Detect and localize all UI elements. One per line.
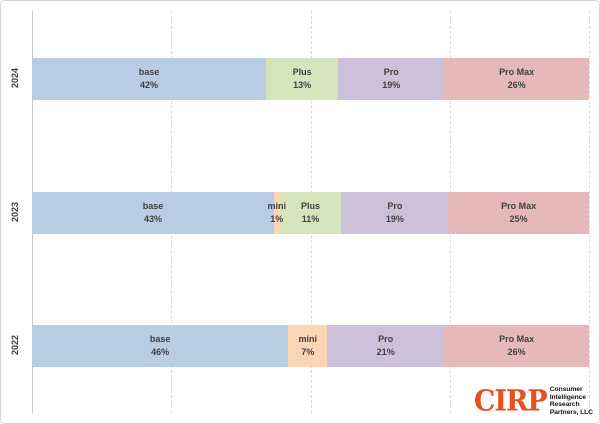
segment-label: Plus 13% [292, 67, 312, 90]
cirp-logo-text: Consumer Intelligence Research Partners,… [550, 386, 593, 417]
stacked-bar-2022: base 46% mini 7% Pro 21% Pro Max 26% [32, 325, 589, 367]
y-axis-label-2022: 2022 [10, 334, 20, 356]
logo-text-line: Partners, LLC [549, 409, 593, 417]
plot-area: base 42% Plus 13% Pro 19% Pro Max 26% base 43% min… [32, 11, 590, 413]
stacked-bar-2024: base 42% Plus 13% Pro 19% Pro Max 26% [32, 58, 589, 100]
segment-label: Pro 21% [376, 334, 395, 357]
segment-2024-pro-max: Pro Max 26% [444, 58, 589, 100]
y-axis-label-2024: 2024 [10, 67, 20, 89]
cirp-logo: CIRP Consumer Intelligence Research Part… [474, 386, 593, 417]
segment-2023-mini: mini 1% [267, 192, 286, 234]
segment-2022-mini: mini 7% [288, 325, 328, 367]
segment-label: base 43% [142, 201, 164, 224]
segment-2023-pro: Pro 19% [341, 192, 449, 234]
segment-label: Pro Max 26% [499, 67, 535, 90]
stacked-bar-2023: base 43% mini 1% Plus 11% Pro 19% Pro Max 25% [32, 192, 589, 234]
segment-label: Pro Max 26% [499, 334, 535, 357]
segment-2022-pro-max: Pro Max 26% [444, 325, 589, 367]
segment-2023-plus: Plus 11% [279, 192, 342, 234]
segment-2022-pro: Pro 21% [327, 325, 445, 367]
segment-label: mini 1% [267, 201, 286, 224]
cirp-wordmark: CIRP [473, 384, 548, 419]
segment-label: Pro 19% [385, 201, 404, 224]
segment-2023-base: base 43% [32, 192, 274, 234]
segment-label: Plus 11% [300, 201, 320, 224]
segment-2024-plus: Plus 13% [265, 58, 339, 100]
segment-label: mini 7% [298, 334, 317, 357]
segment-2022-base: base 46% [32, 325, 289, 367]
segment-label: base 42% [138, 67, 160, 90]
segment-2024-base: base 42% [32, 58, 266, 100]
logo-text-line: Intelligence [549, 393, 586, 401]
y-axis-labels: 2024 2023 2022 [1, 11, 32, 413]
logo-text-line: Consumer [549, 385, 583, 393]
segment-label: Pro 19% [382, 67, 401, 90]
segment-2024-pro: Pro 19% [338, 58, 445, 100]
y-axis-label-2023: 2023 [10, 201, 20, 223]
logo-text-line: Research [549, 401, 580, 409]
segment-label: base 46% [149, 334, 171, 357]
gridline-100pct [589, 11, 590, 413]
segment-2023-pro-max: Pro Max 25% [448, 192, 589, 234]
segment-label: Pro Max 25% [501, 201, 537, 224]
